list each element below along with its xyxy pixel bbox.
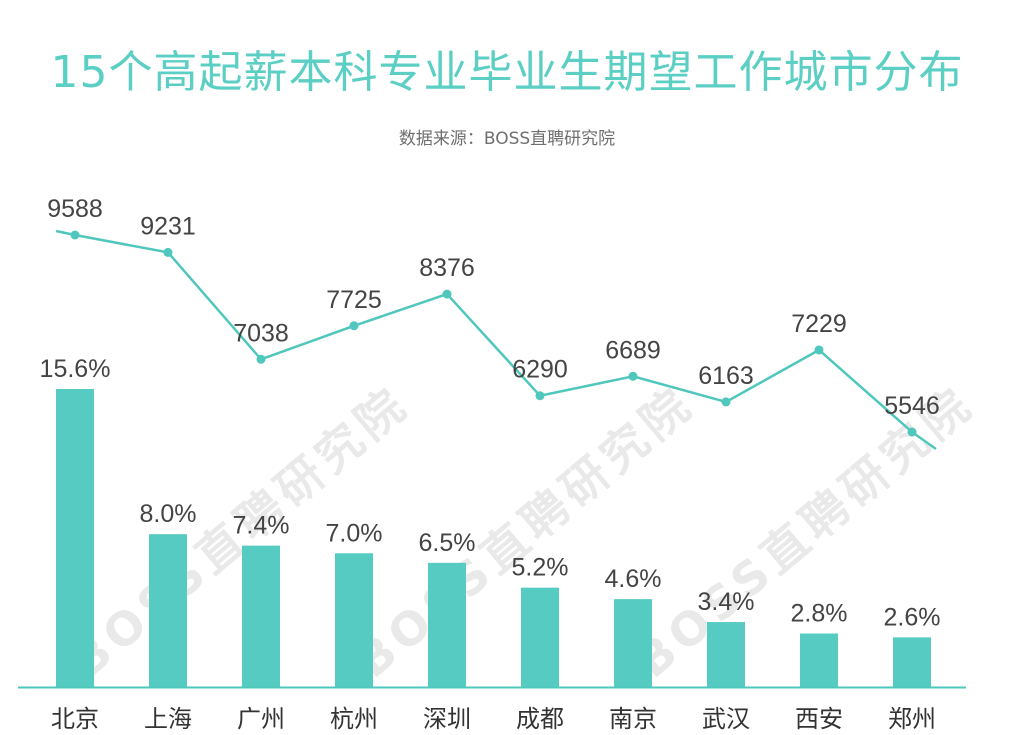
chart-title: 15个高起薪本科专业毕业生期望工作城市分布: [50, 47, 964, 98]
line-value-label: 5546: [884, 392, 940, 420]
line-point-1: [70, 230, 80, 240]
line-value-label: 6689: [605, 336, 661, 364]
line-value-label: 7038: [233, 319, 289, 347]
line-point-10: [907, 427, 917, 437]
x-tick-label: 成都: [516, 705, 564, 733]
bar-value-label: 7.0%: [326, 519, 383, 547]
line-value-label: 7725: [326, 286, 382, 314]
bar-value-label: 2.8%: [791, 600, 848, 628]
line-point-3: [256, 354, 266, 364]
line-point-2: [163, 247, 173, 257]
line-value-label: 7229: [791, 310, 847, 338]
bar-value-label: 8.0%: [140, 500, 197, 528]
bar-value-label: 4.6%: [605, 565, 662, 593]
bar-value-label: 15.6%: [40, 355, 111, 383]
bar-10: [893, 637, 931, 687]
x-tick-label: 广州: [237, 705, 285, 733]
bar-8: [707, 622, 745, 687]
line-series: [55, 229, 937, 451]
x-tick-label: 杭州: [330, 705, 378, 733]
bar-value-label: 2.6%: [884, 603, 941, 631]
x-tick-label: 上海: [144, 705, 192, 733]
bar-1: [56, 389, 94, 687]
line-point-9: [814, 345, 824, 355]
line-value-label: 6290: [512, 356, 568, 384]
bar-value-label: 6.5%: [419, 529, 476, 557]
x-tick-label: 北京: [51, 705, 99, 733]
bar-3: [242, 545, 280, 687]
bar-series: [56, 389, 931, 687]
bar-9: [800, 633, 838, 687]
line-point-5: [442, 289, 452, 299]
bar-5: [428, 562, 466, 687]
x-tick-labels: 北京 上海 广州 杭州 深圳 成都 南京 武汉 西安 郑州: [51, 705, 936, 733]
line-point-7: [628, 371, 638, 381]
bar-value-label: 7.4%: [233, 512, 290, 540]
bar-2: [149, 534, 187, 687]
bar-value-labels: 15.6% 8.0% 7.4% 7.0% 6.5% 5.2% 4.6% 3.4% 2.8% 2.6…: [40, 355, 941, 631]
bar-7: [614, 599, 652, 687]
line-point-4: [349, 321, 359, 331]
bar-4: [335, 553, 373, 687]
line-value-label: 6163: [698, 362, 754, 390]
line-point-6: [535, 391, 545, 401]
chart-subtitle: 数据来源：BOSS直聘研究院: [398, 129, 616, 149]
x-tick-label: 南京: [609, 705, 657, 733]
x-tick-label: 武汉: [702, 705, 750, 733]
bar-value-label: 5.2%: [512, 554, 569, 582]
line-point-8: [721, 397, 731, 407]
x-tick-label: 西安: [795, 705, 843, 733]
line-value-label: 9588: [47, 195, 103, 223]
line-path: [55, 229, 937, 451]
x-tick-label: 深圳: [423, 705, 471, 733]
line-value-label: 9231: [140, 212, 196, 240]
line-value-label: 8376: [419, 254, 475, 282]
bar-6: [521, 587, 559, 687]
bar-value-label: 3.4%: [698, 588, 755, 616]
x-tick-label: 郑州: [888, 705, 936, 733]
line-value-labels: 9588 9231 7038 7725 8376 6290 6689 6163 7229 5546: [47, 195, 940, 420]
